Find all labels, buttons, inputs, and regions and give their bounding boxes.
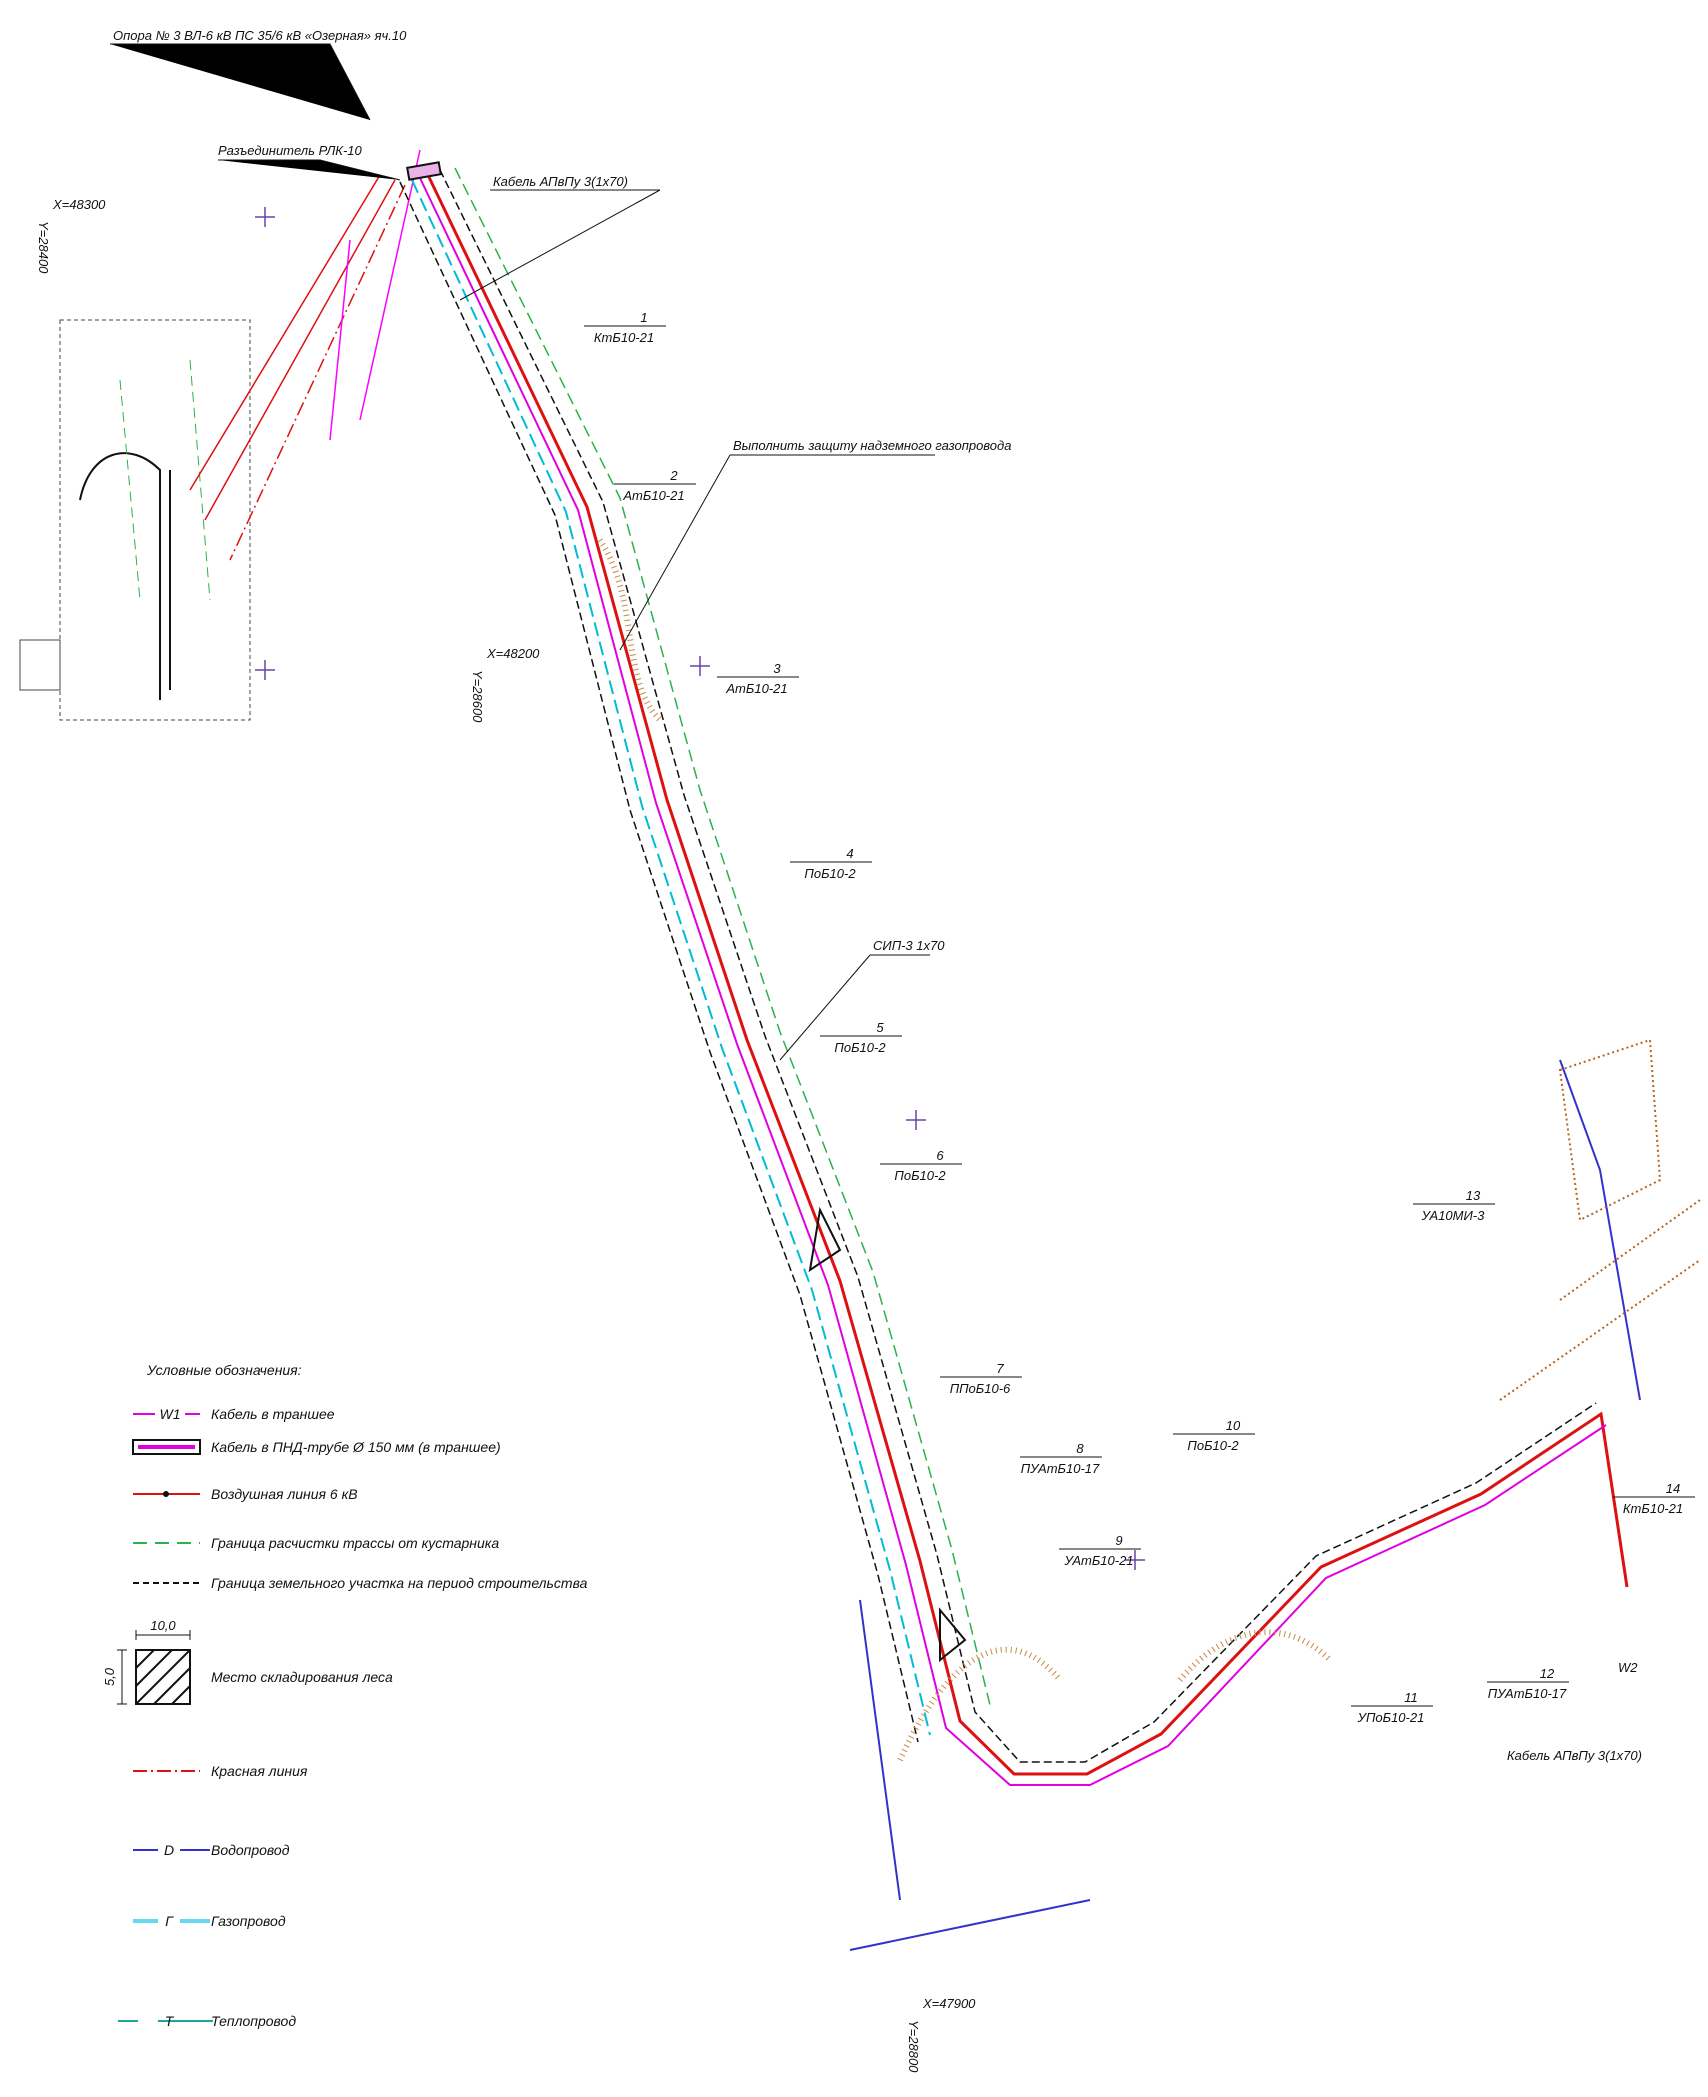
pole-type: ПУАтБ10-17	[1021, 1461, 1100, 1476]
dimension: 5,0	[102, 1667, 117, 1686]
coord-x: X=47900	[922, 1996, 976, 2011]
gas-protection-label: Выполнить защиту надземного газопровода	[733, 438, 1011, 453]
coord-y: Y=28400	[36, 221, 51, 274]
pole-type: ПоБ10-2	[804, 866, 856, 881]
pole-number: 8	[1076, 1441, 1084, 1456]
legend-symbol: Г	[165, 1913, 174, 1929]
substation	[19, 319, 251, 721]
legend-label: Водопровод	[211, 1842, 290, 1858]
cable-label: Кабель АПвПу 3(1х70)	[493, 174, 628, 189]
legend-label: Теплопровод	[211, 2013, 296, 2029]
pole-number: 14	[1666, 1481, 1680, 1496]
disconnector-label: Разъединитель РЛК-10	[218, 143, 363, 158]
pole-type: ПоБ10-2	[1187, 1438, 1239, 1453]
support-label: Опора № 3 ВЛ-6 кВ ПС 35/6 кВ «Озерная» я…	[113, 28, 407, 43]
pole-number: 9	[1115, 1533, 1122, 1548]
route	[399, 161, 1701, 1951]
sip-label: СИП-3 1х70	[873, 938, 945, 953]
legend-label: Место складирования леса	[211, 1669, 393, 1685]
pole-number: 7	[996, 1361, 1004, 1376]
pole-number: 11	[1404, 1690, 1418, 1705]
leaders	[110, 43, 935, 1061]
legend-symbol: W1	[160, 1406, 181, 1422]
pole-number: 4	[846, 846, 853, 861]
pole-type: УА10МИ-3	[1421, 1208, 1485, 1223]
pole-number: 13	[1466, 1188, 1481, 1203]
legend-label: Красная линия	[211, 1763, 308, 1779]
grid-crosses	[255, 207, 1145, 1570]
pole-type: АтБ10-21	[622, 488, 684, 503]
pole-number: 12	[1540, 1666, 1555, 1681]
legend-symbol: T	[165, 2013, 175, 2029]
coord-y: Y=28600	[470, 670, 485, 723]
legend-symbol: D	[164, 1842, 174, 1858]
legend-label: Кабель в траншее	[211, 1406, 335, 1422]
coord-y: Y=28800	[906, 2020, 921, 2073]
w2-label: W2	[1618, 1660, 1638, 1675]
overhead-line-left	[189, 149, 421, 561]
pole-number: 10	[1226, 1418, 1241, 1433]
pole-type: ППоБ10-6	[950, 1381, 1011, 1396]
legend-label: Граница расчистки трассы от кустарника	[211, 1535, 499, 1551]
legend-label: Граница земельного участка на период стр…	[211, 1575, 588, 1591]
pole-number: 1	[640, 310, 647, 325]
pole-type: КтБ10-21	[1623, 1501, 1683, 1516]
coord-x: X=48300	[52, 197, 106, 212]
pole-type: УПоБ10-21	[1357, 1710, 1425, 1725]
pole-type: ПоБ10-2	[894, 1168, 946, 1183]
cable-label: Кабель АПвПу 3(1х70)	[1507, 1748, 1642, 1763]
pole-type: АтБ10-21	[725, 681, 787, 696]
legend-label: Газопровод	[211, 1913, 286, 1929]
legend-title: Условные обозначения:	[146, 1362, 302, 1378]
pole-number: 6	[936, 1148, 944, 1163]
legend-symbols	[117, 1413, 213, 2022]
pole-number: 2	[669, 468, 678, 483]
dimension: 10,0	[150, 1618, 176, 1633]
legend-label: Кабель в ПНД-трубе Ø 150 мм (в траншее)	[211, 1439, 501, 1455]
coord-x: X=48200	[486, 646, 540, 661]
legend-label: Воздушная линия 6 кВ	[211, 1486, 358, 1502]
pole-type: КтБ10-21	[594, 330, 654, 345]
pole-number: 5	[876, 1020, 884, 1035]
pole-type: УАтБ10-21	[1063, 1553, 1133, 1568]
pole-number: 3	[773, 661, 781, 676]
pole-type: ПоБ10-2	[834, 1040, 886, 1055]
pole-type: ПУАтБ10-17	[1488, 1686, 1567, 1701]
